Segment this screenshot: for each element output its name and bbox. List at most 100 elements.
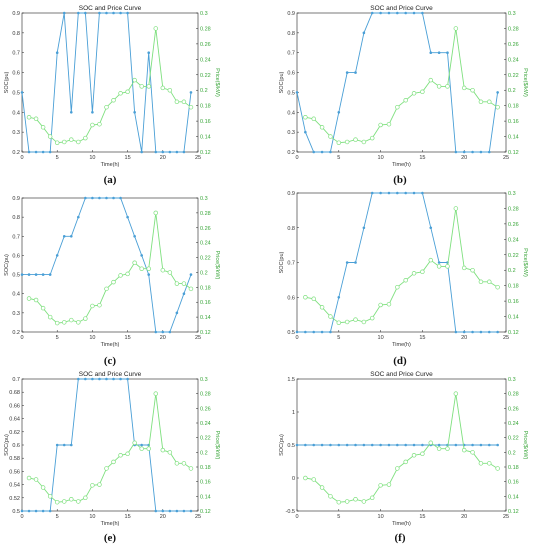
y-right-tick-label: 0.16: [508, 119, 519, 125]
y-axis-label: SOC(pu): [279, 434, 285, 456]
soc-data-point: [404, 11, 407, 15]
panel-label: (e): [104, 532, 117, 544]
soc-data-point: [161, 150, 165, 154]
soc-data-point: [354, 261, 357, 264]
price-data-point: [461, 85, 467, 91]
y-tick-label: 0.8: [287, 31, 295, 37]
price-data-point: [188, 466, 194, 471]
soc-data-point: [119, 196, 122, 200]
price-data-point: [311, 477, 316, 482]
y-tick-label: 0.8: [12, 31, 20, 37]
y-right-tick-label: 0.2: [508, 88, 516, 94]
x-tick-label: 20: [160, 155, 166, 161]
y-right-tick-label: 0.24: [200, 241, 211, 247]
price-data-point: [353, 137, 358, 142]
soc-data-point: [119, 11, 122, 15]
x-tick-label: 5: [56, 514, 59, 520]
price-data-point: [303, 475, 308, 481]
panel-label: (f): [395, 532, 406, 544]
price-data-point: [478, 461, 484, 466]
price-data-point: [470, 450, 475, 455]
price-data-point: [361, 319, 367, 325]
price-data-point: [319, 125, 325, 130]
y-right-tick-label: 0.22: [508, 436, 519, 442]
y-axis-label: SOC(pu): [4, 254, 10, 276]
soc-data-point: [41, 273, 45, 276]
price-data-point: [40, 305, 46, 311]
y-right-tick-label: 0.3: [200, 377, 208, 383]
price-data-point: [411, 271, 417, 276]
price-data-point: [118, 91, 123, 96]
y-right-tick-label: 0.18: [200, 465, 211, 471]
x-tick-label: 20: [461, 335, 467, 341]
x-tick-label: 0: [295, 514, 298, 520]
x-tick-label: 25: [195, 514, 201, 520]
soc-data-point: [345, 261, 349, 264]
price-data-point: [33, 477, 39, 482]
x-axis-label: Time(h): [101, 521, 120, 527]
price-data-point: [487, 279, 492, 285]
price-data-point: [97, 121, 102, 127]
plot-frame: [21, 378, 199, 512]
soc-data-point: [404, 191, 407, 195]
price-data-point: [181, 281, 187, 286]
price-data-point: [386, 482, 392, 487]
x-tick-label: 20: [461, 155, 467, 161]
soc-data-point: [471, 330, 474, 334]
soc-data-point: [295, 330, 299, 334]
price-data-point: [26, 475, 32, 481]
soc-data-point: [98, 11, 101, 15]
price-data-point: [111, 459, 116, 465]
y-right-tick-label: 0.22: [508, 253, 519, 259]
y-right-tick-label: 0.14: [508, 135, 519, 141]
y-tick-label: 0.6: [12, 253, 20, 259]
price-series-line: [305, 393, 498, 503]
soc-data-point: [69, 110, 73, 114]
price-data-point: [174, 99, 180, 105]
soc-data-point: [105, 196, 108, 200]
x-tick-label: 20: [160, 514, 166, 520]
soc-data-point: [379, 443, 382, 447]
price-data-point: [411, 453, 417, 458]
soc-data-point: [421, 11, 424, 15]
price-data-point: [328, 134, 333, 139]
soc-data-point: [154, 150, 158, 154]
price-data-point: [104, 466, 109, 471]
y-right-tick-label: 0.18: [508, 104, 519, 110]
soc-data-point: [471, 150, 474, 154]
price-data-point: [125, 451, 130, 457]
y-tick-label: 0.68: [9, 390, 20, 396]
price-data-point: [378, 483, 383, 488]
soc-data-point: [496, 330, 499, 334]
price-data-point: [33, 116, 39, 122]
y-right-tick-label: 0.12: [508, 330, 519, 336]
price-data-point: [478, 279, 484, 285]
soc-data-point: [421, 443, 424, 447]
x-tick-label: 25: [195, 155, 201, 161]
price-data-point: [174, 281, 180, 286]
y-tick-label: 0.9: [287, 11, 295, 17]
price-data-point: [311, 116, 316, 122]
soc-series-line: [297, 192, 498, 333]
y-right-axis-label: Price($/kW): [522, 68, 528, 97]
y-tick-label: 0.8: [12, 215, 20, 221]
soc-data-point: [295, 91, 299, 94]
price-data-point: [83, 495, 88, 501]
soc-data-point: [370, 11, 374, 15]
x-tick-label: 5: [56, 335, 59, 341]
soc-data-point: [84, 196, 87, 200]
soc-data-point: [48, 150, 52, 154]
price-data-point: [54, 140, 60, 145]
soc-data-point: [41, 150, 45, 154]
soc-data-point: [370, 443, 374, 447]
soc-data-point: [84, 11, 87, 15]
y-right-tick-label: 0.12: [200, 509, 211, 515]
soc-data-point: [337, 295, 341, 299]
soc-data-point: [182, 292, 186, 296]
price-data-point: [487, 461, 492, 466]
price-data-point: [403, 459, 408, 465]
price-series-line: [28, 212, 192, 324]
y-right-tick-label: 0.16: [200, 480, 211, 486]
soc-data-point: [140, 254, 143, 257]
price-data-point: [478, 99, 484, 105]
